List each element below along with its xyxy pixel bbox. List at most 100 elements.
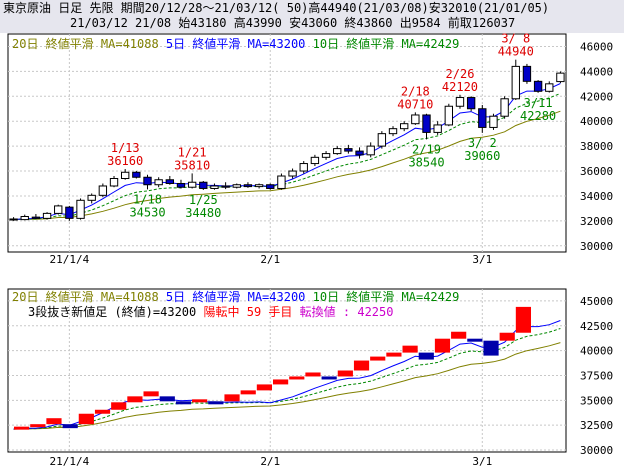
- candle-up: [333, 148, 342, 155]
- renko-turn-label: 転換値 :: [300, 304, 350, 319]
- renko-status: 陽転中: [203, 304, 239, 319]
- low-annotation-value: 42280: [520, 109, 556, 123]
- top-x-tick: 3/1: [472, 253, 492, 266]
- header-line-1: 東京原油 日足 先限 期間20/12/28～21/03/12( 50)高4494…: [3, 1, 550, 15]
- renko-down-block: [483, 340, 499, 356]
- candle-down: [355, 150, 364, 156]
- top-plot-frame: [7, 33, 567, 253]
- ma-legend-item: 20日 終値平滑 MA=41088: [12, 289, 166, 304]
- renko-up-block: [289, 376, 305, 380]
- high-annotation-date: 2/26: [446, 67, 475, 81]
- high-annotation-value: 42120: [442, 80, 478, 94]
- renko-up-block: [402, 345, 418, 353]
- candle-down: [221, 185, 230, 188]
- candle-up: [366, 145, 375, 156]
- high-annotation-date: 3/ 8: [501, 32, 530, 46]
- renko-up-block: [515, 306, 531, 333]
- candle-down: [31, 216, 41, 219]
- candle-up: [109, 178, 119, 187]
- candle-up: [388, 128, 398, 135]
- bottom-ma10-line: [13, 328, 561, 430]
- renko-status-line: 3段抜き新値足 (終値)=43200 陽転中 59 手目 転換値 : 42250: [28, 304, 393, 319]
- ma-legend-item: 10日 終値平滑 MA=42429: [313, 289, 460, 304]
- candle-down: [522, 65, 532, 82]
- low-annotation-date: 1/25: [189, 193, 218, 207]
- top-y-tick: 38000: [580, 140, 613, 153]
- renko-up-block: [111, 402, 127, 410]
- candle-up: [411, 114, 420, 125]
- renko-down-block: [208, 401, 224, 405]
- candle-up: [42, 212, 52, 219]
- renko-count-text: 59 手目: [247, 305, 293, 319]
- renko-up-block: [451, 331, 467, 339]
- candle-up: [511, 65, 520, 100]
- bottom-y-tick: 35000: [580, 394, 613, 407]
- top-ma20-line: [13, 110, 561, 221]
- candle-up: [54, 205, 63, 214]
- renko-up-block: [224, 394, 240, 402]
- renko-up-block: [305, 372, 321, 377]
- ma-legend: 20日 終値平滑 MA=41088 5日 終値平滑 MA=43200 10日 終…: [12, 36, 459, 51]
- top-ma10-line: [13, 92, 561, 221]
- renko-down-block: [418, 352, 434, 360]
- renko-up-block: [386, 352, 402, 357]
- candle-up: [444, 105, 454, 126]
- top-y-tick: 34000: [580, 190, 613, 203]
- bottom-x-tick: 2/1: [260, 455, 280, 468]
- candle-up: [310, 156, 320, 165]
- ma-legend-item: 5日 終値平滑 MA=43200: [166, 36, 313, 51]
- candle-up: [299, 163, 308, 172]
- candle-up: [98, 185, 108, 196]
- candle-up: [20, 215, 29, 221]
- high-annotation-value: 40710: [397, 97, 433, 111]
- candle-down: [199, 181, 208, 189]
- candle-up: [288, 170, 297, 177]
- candle-up: [455, 97, 465, 107]
- candle-up: [87, 194, 96, 201]
- renko-up-block: [14, 426, 30, 430]
- renko-up-block: [127, 396, 143, 403]
- candle-up: [76, 199, 85, 219]
- high-annotation-date: 2/18: [401, 84, 430, 98]
- ma-legend-item: 10日 終値平滑 MA=42429: [313, 36, 460, 51]
- candle-up: [210, 185, 219, 189]
- candle-up: [399, 123, 409, 130]
- low-annotation-date: 3/ 2: [468, 136, 497, 150]
- renko-up-block: [143, 391, 159, 397]
- header-bar: 東京原油 日足 先限 期間20/12/28～21/03/12( 50)高4494…: [0, 0, 624, 33]
- renko-down-block: [321, 376, 337, 380]
- candle-up: [500, 98, 509, 117]
- bottom-y-tick: 45000: [580, 295, 613, 308]
- renko-up-block: [94, 409, 111, 414]
- top-y-tick: 44000: [580, 65, 613, 78]
- bottom-y-tick: 32500: [580, 419, 613, 432]
- candle-down: [165, 179, 175, 184]
- low-annotation-date: 1/18: [133, 192, 162, 206]
- low-annotation-value: 34480: [185, 206, 221, 220]
- bottom-x-tick: 3/1: [472, 455, 492, 468]
- candle-up: [377, 133, 387, 147]
- top-x-tick: 2/1: [260, 253, 280, 266]
- header-line-2: 21/03/12 21/08 始43180 高43990 安43060 終438…: [70, 16, 516, 30]
- candle-up: [433, 124, 442, 133]
- high-annotation-value: 36160: [107, 154, 143, 168]
- renko-turn-value: 42250: [357, 305, 393, 319]
- low-annotation-date: 3/11: [524, 96, 553, 110]
- renko-up-block: [499, 332, 515, 341]
- top-y-tick: 46000: [580, 40, 613, 53]
- candle-up: [545, 83, 554, 92]
- bottom-y-tick: 40000: [580, 345, 613, 358]
- low-annotation-value: 39060: [464, 149, 500, 163]
- bottom-y-tick: 42500: [580, 320, 613, 333]
- low-annotation-date: 2/19: [412, 142, 441, 156]
- top-y-tick: 32000: [580, 215, 613, 228]
- candle-up: [321, 153, 331, 158]
- bottom-x-tick: 21/1/4: [50, 455, 90, 468]
- bottom-y-tick: 37500: [580, 369, 613, 382]
- renko-up-block: [192, 399, 208, 403]
- renko-up-block: [46, 418, 62, 425]
- bottom-y-tick: 30000: [580, 444, 613, 457]
- top-y-tick: 40000: [580, 115, 613, 128]
- renko-up-block: [434, 338, 451, 353]
